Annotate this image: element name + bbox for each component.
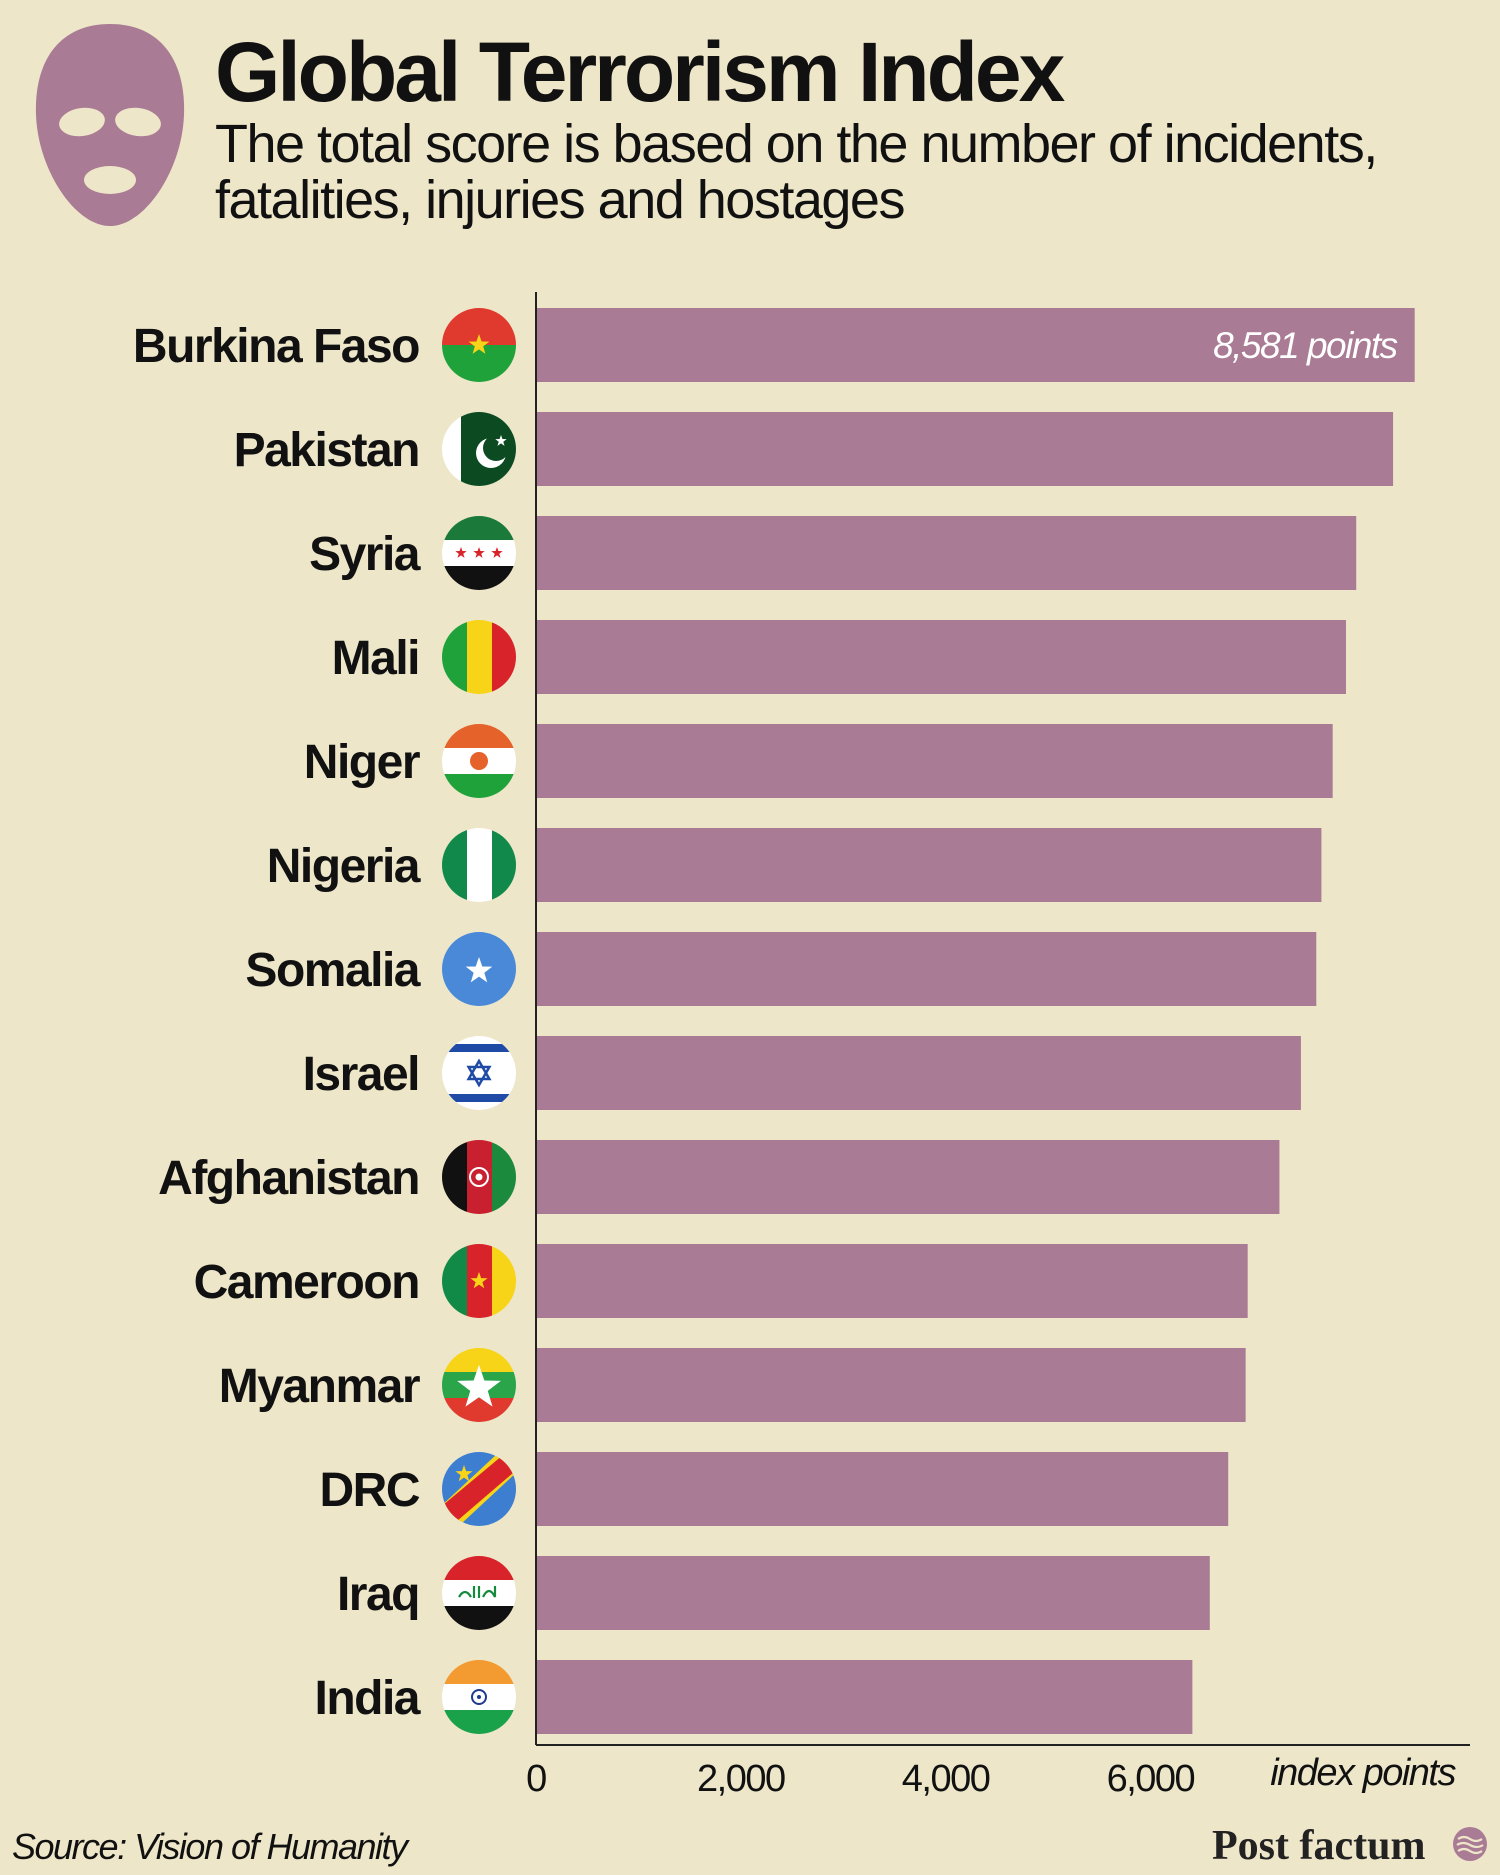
iraq-flag-icon [442, 1556, 516, 1630]
category-label-somalia: Somalia [245, 944, 420, 997]
category-label-israel: Israel [303, 1048, 419, 1101]
bar-somalia [536, 932, 1317, 1006]
category-label-india: India [314, 1672, 420, 1725]
syria-flag-icon [442, 516, 516, 590]
category-label-afghanistan: Afghanistan [158, 1152, 419, 1205]
bar-syria [536, 516, 1357, 590]
bar-pakistan [536, 412, 1394, 486]
category-label-drc: DRC [320, 1464, 420, 1517]
bar-nigeria [536, 828, 1322, 902]
somalia-flag-icon [442, 932, 516, 1006]
category-label-iraq: Iraq [337, 1568, 419, 1621]
india-flag-icon [442, 1660, 516, 1734]
category-label-nigeria: Nigeria [267, 840, 421, 893]
afghanistan-flag-icon [442, 1140, 516, 1214]
bar-india [536, 1660, 1193, 1734]
x-tick-label: 0 [526, 1758, 546, 1800]
x-tick-label: 6,000 [1107, 1758, 1195, 1800]
pakistan-flag-icon [442, 412, 516, 486]
chart-title: Global Terrorism Index [215, 25, 1065, 119]
category-label-burkina-faso: Burkina Faso [133, 320, 419, 373]
israel-flag-icon [442, 1036, 516, 1110]
category-label-myanmar: Myanmar [219, 1360, 420, 1413]
source-note: Source: Vision of Humanity [12, 1826, 408, 1867]
cameroon-flag-icon [442, 1244, 516, 1318]
bar-burkina-faso [536, 308, 1415, 382]
bar-iraq [536, 1556, 1210, 1630]
category-label-syria: Syria [309, 528, 421, 581]
category-label-cameroon: Cameroon [194, 1256, 419, 1309]
category-label-mali: Mali [332, 632, 419, 685]
niger-flag-icon [442, 724, 516, 798]
chart-subtitle: The total score is based on the number o… [215, 114, 1378, 230]
category-label-pakistan: Pakistan [234, 424, 419, 477]
nigeria-flag-icon [442, 828, 516, 902]
bar-afghanistan [536, 1140, 1280, 1214]
x-axis-title: index points [1270, 1752, 1456, 1794]
bar-drc [536, 1452, 1229, 1526]
bar-israel [536, 1036, 1301, 1110]
category-label-niger: Niger [304, 736, 420, 789]
mask-icon [35, 24, 185, 226]
brand-logo-icon [1453, 1827, 1487, 1861]
bar-niger [536, 724, 1333, 798]
x-tick-label: 4,000 [902, 1758, 990, 1800]
bar-mali [536, 620, 1346, 694]
drc-flag-icon [442, 1452, 516, 1526]
x-tick-label: 2,000 [697, 1758, 785, 1800]
myanmar-flag-icon [442, 1348, 516, 1422]
burkina-faso-flag-icon [442, 308, 516, 382]
brand-logo-text: Post factum [1212, 1823, 1426, 1869]
mali-flag-icon [442, 620, 516, 694]
bar-cameroon [536, 1244, 1248, 1318]
bar-myanmar [536, 1348, 1246, 1422]
data-label-burkina-faso: 8,581 points [1213, 325, 1398, 366]
